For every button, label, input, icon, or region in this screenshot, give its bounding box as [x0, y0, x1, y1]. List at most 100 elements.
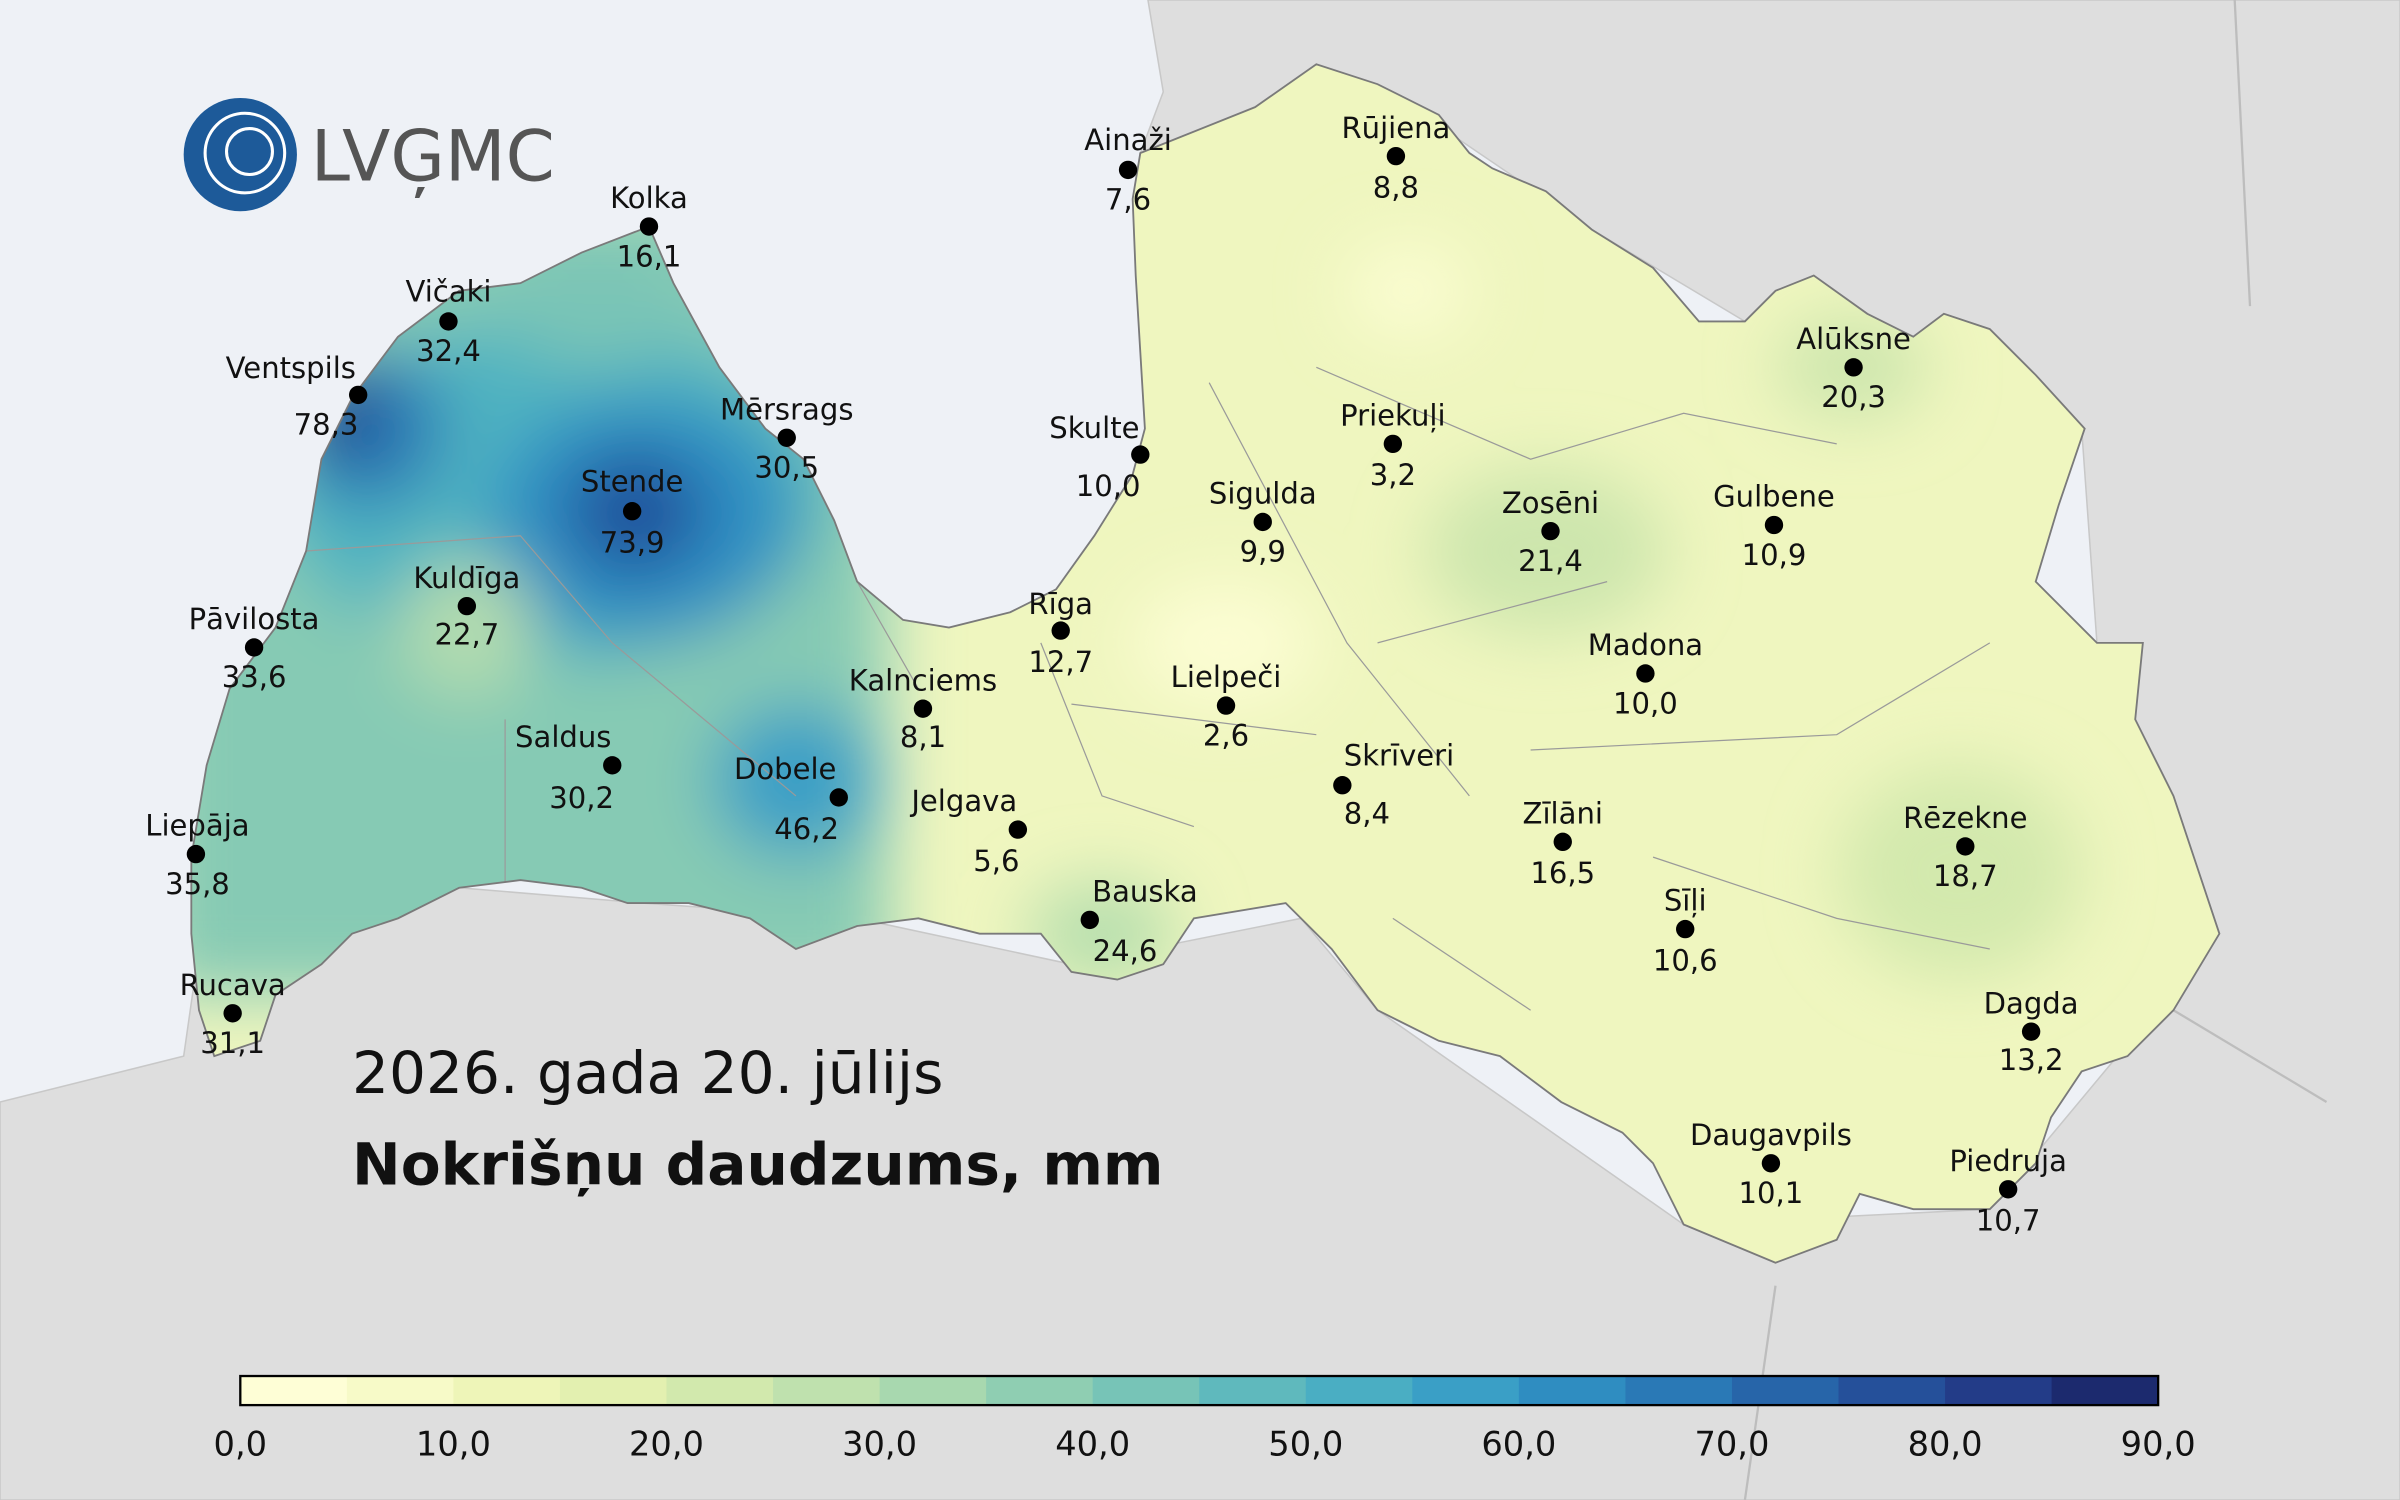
colorbar-swatch: [346, 1376, 455, 1406]
station-dot: [1131, 445, 1150, 464]
station-name: Rūjiena: [1341, 111, 1450, 145]
colorbar-swatch: [2051, 1376, 2159, 1406]
station-value: 30,2: [549, 781, 614, 815]
station-value: 16,5: [1530, 856, 1595, 890]
station-name: Pāvilosta: [189, 602, 320, 636]
station-name: Madona: [1588, 628, 1703, 662]
colorbar-swatch: [453, 1376, 561, 1406]
station-value: 46,2: [774, 812, 839, 846]
colorbar-swatch: [1945, 1376, 2053, 1406]
station-name: Sīļi: [1664, 884, 1707, 918]
logo-ring: [224, 127, 274, 177]
station-name: Kalnciems: [849, 663, 997, 697]
colorbar-swatch: [1838, 1376, 1946, 1406]
colorbar-swatch: [1518, 1376, 1627, 1406]
station-name: Bauska: [1092, 875, 1198, 909]
station-value: 9,9: [1240, 535, 1286, 569]
colorbar-frame: [239, 1374, 2160, 1407]
colorbar-swatch: [879, 1376, 987, 1406]
station-dot: [1253, 512, 1272, 532]
logo: LVĢMC: [183, 97, 555, 212]
station-value: 10,1: [1739, 1176, 1804, 1210]
logo-text: LVĢMC: [311, 116, 555, 199]
station-name: Zosēni: [1502, 486, 1599, 520]
colorbar-swatch: [666, 1376, 774, 1406]
station-name: Rucava: [180, 968, 286, 1002]
colorbar-swatch: [1412, 1376, 1520, 1406]
station-name: Saldus: [515, 720, 611, 754]
colorbar-tick-label: 90,0: [2121, 1425, 2196, 1464]
colorbar-swatch: [559, 1376, 668, 1406]
colorbar-tick-label: 0,0: [214, 1425, 268, 1464]
colorbar-tick-label: 60,0: [1481, 1425, 1556, 1464]
station-name: Ventspils: [226, 351, 356, 385]
station-dot: [1676, 919, 1695, 939]
station-value: 24,6: [1093, 934, 1158, 968]
station-value: 32,4: [416, 334, 481, 368]
station-dot: [1383, 434, 1403, 454]
station-name: Rīga: [1028, 587, 1093, 621]
station-value: 7,6: [1105, 183, 1151, 217]
station-dot: [348, 385, 368, 405]
station-name: Skulte: [1049, 411, 1139, 445]
station-name: Dobele: [734, 752, 837, 786]
colorbar-tick-label: 30,0: [842, 1425, 917, 1464]
station-dot: [1118, 160, 1138, 180]
station-value: 16,1: [617, 239, 682, 273]
station-dot: [829, 788, 848, 807]
station-name: Kuldīga: [413, 561, 520, 595]
station-dot: [244, 638, 264, 657]
station-name: Priekuļi: [1340, 399, 1445, 433]
station-name: Ainaži: [1084, 123, 1172, 157]
station-dot: [1636, 664, 1655, 683]
station-value: 33,6: [222, 660, 287, 694]
colorbar-swatch: [1199, 1376, 1307, 1406]
stations: Kolka 16,1 Vičaki 32,4 Ventspils 78,3 Mērsrags…: [145, 111, 2078, 1238]
station-name: Dagda: [1984, 986, 2079, 1020]
colorbar-tick-label: 40,0: [1055, 1425, 1130, 1464]
station-name: Mērsrags: [720, 392, 853, 426]
station-value: 13,2: [1999, 1043, 2064, 1077]
colorbar-swatch: [986, 1376, 1094, 1406]
station-value: 2,6: [1203, 718, 1249, 752]
logo-ring: [203, 111, 287, 195]
colorbar: 0,0 10,0 20,0 30,0 40,0 50,0 60,0 70,0 80,0 90,0: [214, 1374, 2196, 1464]
station-dot: [622, 502, 642, 521]
station-name: Stende: [581, 464, 684, 498]
station-value: 31,1: [200, 1026, 265, 1060]
map-title: Nokrišņu daudzums, mm: [352, 1131, 1164, 1199]
station-dot: [777, 428, 796, 447]
station-value: 8,4: [1344, 796, 1390, 830]
colorbar-tick-label: 20,0: [629, 1425, 704, 1464]
station-value: 10,9: [1742, 538, 1807, 572]
station-value: 73,9: [600, 526, 665, 560]
station-dot: [1541, 521, 1560, 541]
station-dot: [1216, 696, 1236, 715]
colorbar-tick-label: 50,0: [1268, 1425, 1343, 1464]
station-dot: [1333, 776, 1352, 795]
station-value: 20,3: [1821, 380, 1886, 414]
map-date: 2026. gada 20. jūlijs: [352, 1039, 943, 1107]
station-dot: [1998, 1180, 2018, 1199]
station-value: 21,4: [1518, 544, 1583, 578]
colorbar-tick-label: 80,0: [1908, 1425, 1983, 1464]
station-value: 8,1: [900, 720, 946, 754]
station-value: 30,5: [754, 451, 819, 485]
station-name: Sigulda: [1209, 477, 1317, 511]
station-name: Alūksne: [1796, 322, 1911, 356]
station-dot: [1956, 837, 1975, 856]
colorbar-swatch: [240, 1376, 348, 1406]
station-name: Gulbene: [1713, 480, 1835, 514]
colorbar-swatch: [1731, 1376, 1840, 1406]
station-value: 8,8: [1373, 170, 1419, 204]
station-dot: [913, 699, 933, 718]
station-dot: [439, 312, 458, 331]
station-name: Liepāja: [145, 809, 249, 843]
colorbar-swatch: [773, 1376, 881, 1406]
station-dot: [1008, 820, 1028, 839]
colorbar-tick-label: 10,0: [416, 1425, 491, 1464]
station-dot: [1761, 1154, 1781, 1173]
station-name: Jelgava: [909, 784, 1017, 818]
station-dot: [639, 217, 659, 236]
